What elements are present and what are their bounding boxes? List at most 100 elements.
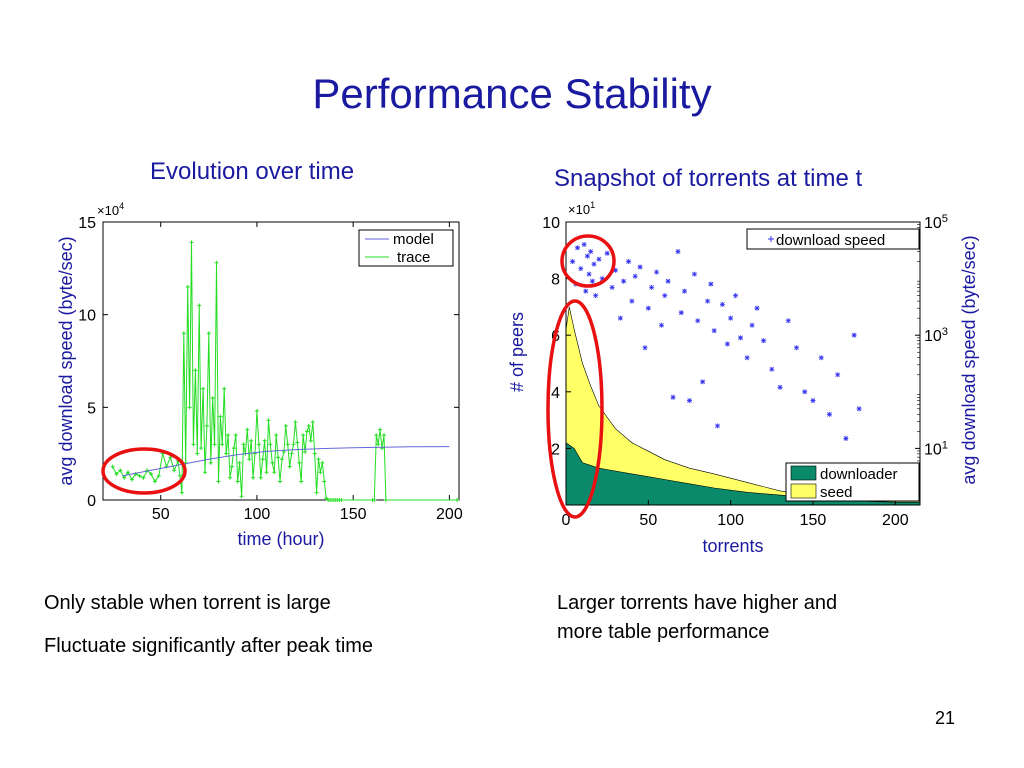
chart2-speed-point [662,293,668,299]
chart1-trace-point [270,460,275,465]
chart1-trace-point [264,470,269,475]
chart1-trace-point [220,442,225,447]
chart1-trace-point [251,475,256,480]
chart1-trace-point [233,433,238,438]
note-left-2: Fluctuate significantly after peak time [44,635,374,657]
chart2-ytick-label: 10 [542,215,560,232]
chart2-ylabel-right: avg download speed (byte/sec) [959,235,979,484]
chart1-trace-point [239,494,244,499]
chart2-speed-point [705,298,711,304]
chart1-trace-point [276,455,281,460]
chart2-speed-point [570,259,576,265]
chart2-speed-point [719,301,725,307]
chart1-trace-point [228,475,233,480]
chart1-trace-point [308,438,313,443]
chart2-legend-speed-box [746,228,920,250]
chart1-trace-point [279,457,284,462]
chart2-speed-point [818,355,824,361]
chart1-trace-point [179,490,184,495]
chart2-speed-point [728,315,734,321]
chart1-trace-point [218,414,223,419]
chart1-trace-point [299,479,304,484]
chart2-speed-point [654,269,660,275]
chart1-trace-point [204,423,209,428]
slide-title: Performance Stability [312,70,712,117]
chart2-speed-point [629,298,635,304]
chart1-highlight-ellipse [101,447,187,495]
chart2-speed-point [645,305,651,311]
chart2-speed-point [658,322,664,328]
chart1-trace-point [210,396,215,401]
chart1-trace-point [283,423,288,428]
chart1-trace-point [376,442,381,447]
chart1-trace-point [241,442,246,447]
chart1-trace-point [201,386,206,391]
chart1-trace-point [291,442,296,447]
chart2-speed-point [754,305,760,311]
chart1-trace-point [318,470,323,475]
chart1-ytick-label: 5 [87,400,96,417]
chart1-trace-point [185,284,190,289]
chart1-trace-point [193,368,198,373]
chart2-speed-point [744,355,750,361]
chart1-trace-point [381,433,386,438]
chart1-ylabel: avg download speed (byte/sec) [56,236,76,485]
chart1-trace-point [122,475,127,480]
chart1-trace-point [137,473,142,478]
chart1-trace-point [316,457,321,462]
chart2-speed-point [851,332,857,338]
chart2-speed-point [581,242,587,248]
chart1-trace-point [258,475,263,480]
chart1-trace-point [177,473,182,478]
chart1-trace-point [216,479,221,484]
chart1-trace-point [118,468,123,473]
chart1-trace-point [133,472,138,477]
chart1-xtick-label: 150 [340,506,367,523]
chart2-speed-point [588,249,594,255]
chart2-speed-point [583,288,589,294]
chart2-speed-point [749,322,755,328]
chart2-speed-point [856,406,862,412]
chart2-y2tick-label: 103 [924,326,948,345]
chart2-xlabel: torrents [702,536,763,556]
chart2-speed-point [678,310,684,316]
chart2-legend-downloader-swatch [790,465,817,481]
chart2-speed-point [826,411,832,417]
chart1-trace-point [212,442,217,447]
chart1-legend-box [358,229,454,267]
chart1-trace-point [306,423,311,428]
chart2-legend-seed-label: seed [820,484,853,501]
right-chart-heading: Snapshot of torrents at time t [554,165,863,192]
chart1-trace-point [289,451,294,456]
chart2-speed-point [794,345,800,351]
chart1-trace-point [237,460,242,465]
chart2-legend-speed-swatch [768,236,774,242]
chart1-trace-point [372,498,377,502]
chart2-ytick-label: 2 [551,441,560,458]
chart1-trace-point [195,451,200,456]
chart1-trace-point [235,479,240,484]
chart2-speed-point [708,281,714,287]
chart1-trace-point [149,472,154,477]
chart2-speed-point [682,288,688,294]
chart1-trace-point [187,405,192,410]
chart1-trace-point [374,433,379,438]
chart1-trace-point [126,470,131,475]
chart1-trace-point [268,442,273,447]
chart2-legend-seed-swatch [790,483,817,499]
chart1-trace-point [141,475,146,480]
chart2-highlight-left-ellipse [546,299,604,519]
chart1-trace-point [172,468,177,473]
chart1-trace-point [293,420,298,425]
page-number: 21 [935,708,956,728]
chart2-speed-point [733,293,739,299]
chart2-speed-point [596,256,602,262]
chart2-ylabel-left: # of peers [507,312,527,392]
chart1-xlabel: time (hour) [237,529,324,549]
chart1-trace-point [199,446,204,451]
chart2-xtick-label: 200 [882,512,909,529]
chart1-trace-point [222,386,227,391]
chart1-trace-point [181,331,186,336]
chart1-trace-point [312,451,317,456]
